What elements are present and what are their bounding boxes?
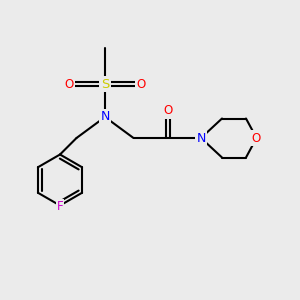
Text: O: O	[64, 77, 74, 91]
Text: N: N	[100, 110, 110, 124]
Text: N: N	[196, 131, 206, 145]
Text: S: S	[101, 77, 109, 91]
Text: O: O	[164, 104, 172, 118]
Text: O: O	[136, 77, 146, 91]
Text: O: O	[252, 131, 261, 145]
Text: F: F	[57, 200, 63, 214]
